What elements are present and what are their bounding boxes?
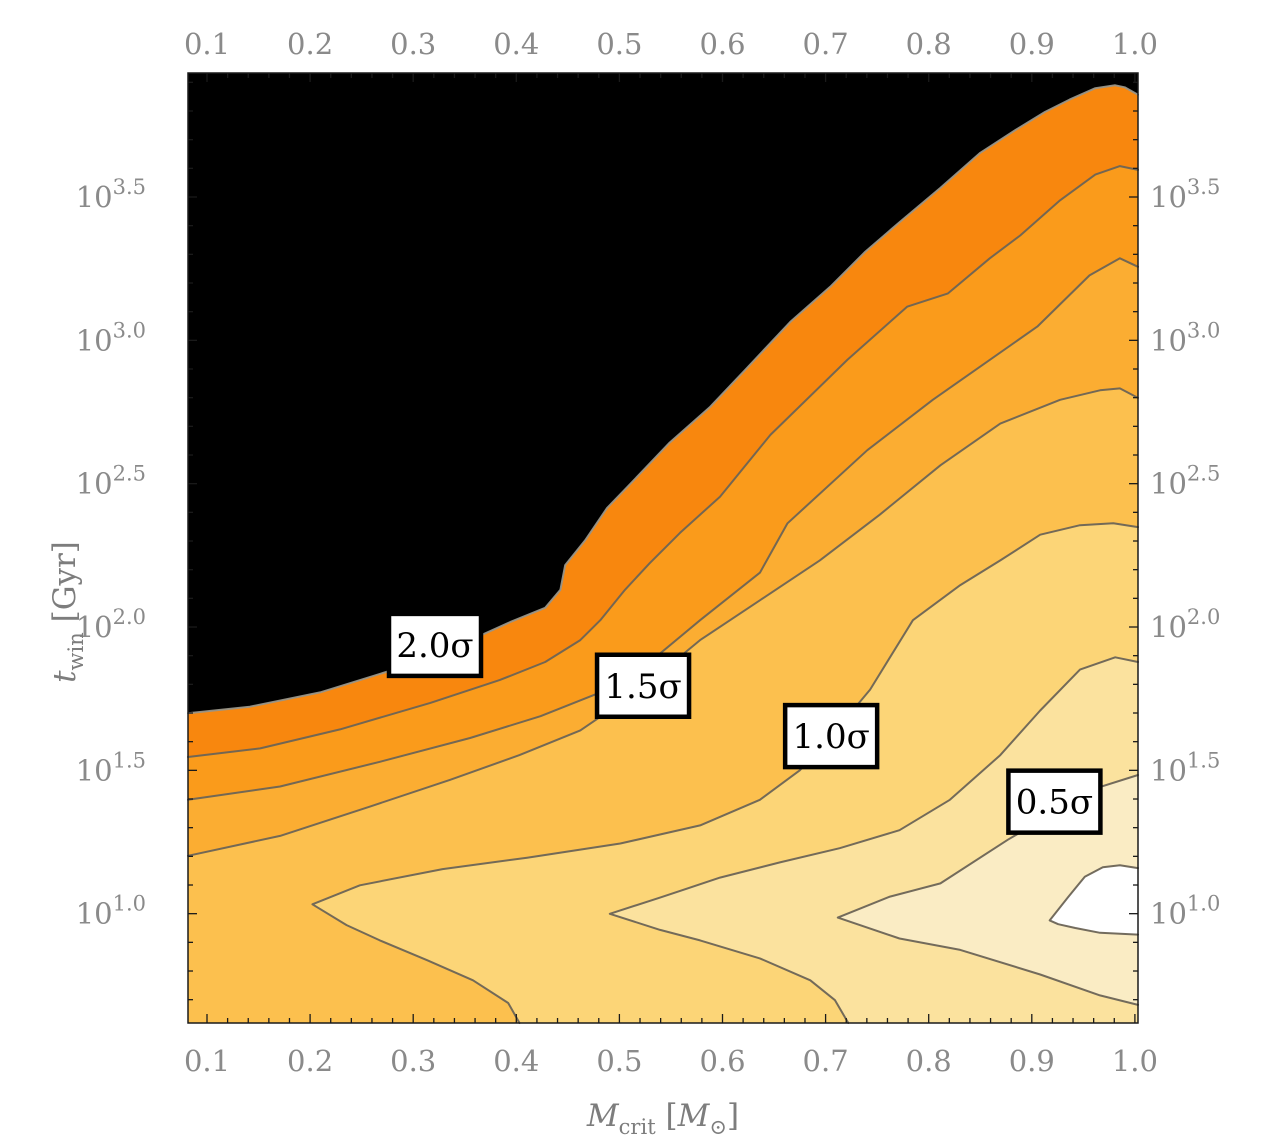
x-tick-label-bottom: 0.9 <box>1009 1044 1055 1078</box>
x-tick-label-top: 1.0 <box>1112 27 1158 61</box>
contour-label-1sigma: 1.0σ <box>782 702 880 770</box>
contour-line-1.75sigma <box>187 165 1139 758</box>
y-tick-label-right: 103.5 <box>1150 175 1220 214</box>
x-tick-label-bottom: 0.8 <box>906 1044 952 1078</box>
x-tick-label-top: 0.3 <box>390 27 436 61</box>
y-tick-label-right: 103.0 <box>1150 318 1220 357</box>
plot-frame <box>187 72 1139 1024</box>
contour-label-box <box>386 611 484 679</box>
x-tick-label-bottom: 0.5 <box>596 1044 642 1078</box>
contour-label-boxes: 2.0σ 1.5σ 1.0σ 0.5σ <box>386 611 1103 835</box>
contour-label-box <box>1006 768 1103 835</box>
y-tick-label-right: 102.0 <box>1150 605 1220 644</box>
x-axis-label: Mcrit [M⊙] <box>586 1098 739 1139</box>
axis-frame-group <box>187 72 1139 1024</box>
y-tick-label-left: 101.0 <box>76 892 146 931</box>
x-tick-label-top: 0.5 <box>596 27 642 61</box>
x-tick-label-top: 0.9 <box>1009 27 1055 61</box>
contour-label-box <box>594 652 692 719</box>
contour-line-1.5sigma <box>187 257 1139 801</box>
x-tick-label-bottom: 1.0 <box>1112 1044 1158 1078</box>
y-tick-label-left: 102.5 <box>76 462 146 501</box>
contour-label-0.5sigma: 0.5σ <box>1006 768 1103 835</box>
contour-line-1sigma <box>311 522 1139 1024</box>
x-tick-label-bottom: 0.2 <box>287 1044 333 1078</box>
x-tick-label-top: 0.6 <box>699 27 745 61</box>
x-tick-label-top: 0.2 <box>287 27 333 61</box>
x-tick-label-bottom: 0.3 <box>390 1044 436 1078</box>
contour-lines <box>187 84 1139 1024</box>
x-tick-label-bottom: 0.7 <box>803 1044 849 1078</box>
contour-label-text: 0.5σ <box>1016 783 1093 823</box>
x-tick-label-bottom: 0.1 <box>184 1044 230 1078</box>
axis-labels: Mcrit [M⊙] twin [Gyr] <box>47 541 739 1139</box>
y-tick-label-right: 101.0 <box>1150 892 1220 931</box>
tick-labels: 0.1 0.1 0.2 0.2 0.3 0.3 0.4 0.4 0.5 0.5 0.6 0.6 0.7 0… <box>76 27 1221 1078</box>
band-fill-0.25sigma <box>1049 865 1138 935</box>
contour-line-0.75sigma <box>608 656 1139 1024</box>
x-tick-label-top: 0.1 <box>184 27 230 61</box>
y-tick-label-left: 102.0 <box>76 605 146 644</box>
band-fill-2sigma <box>188 73 1138 714</box>
x-tick-label-top: 0.7 <box>803 27 849 61</box>
y-axis-label: twin [Gyr] <box>47 541 88 683</box>
y-tick-label-right: 101.5 <box>1150 748 1220 787</box>
x-tick-label-bottom: 0.6 <box>699 1044 745 1078</box>
contour-label-text: 1.0σ <box>793 717 870 757</box>
x-tick-label-bottom: 0.4 <box>493 1044 539 1078</box>
y-tick-label-left: 101.5 <box>76 748 146 787</box>
contour-label-box <box>782 702 880 770</box>
contour-bands <box>188 73 1138 1023</box>
y-tick-label-left: 103.0 <box>76 318 146 357</box>
contour-line-2sigma <box>187 84 1139 715</box>
x-tick-label-top: 0.4 <box>493 27 539 61</box>
contour-label-2sigma: 2.0σ <box>386 611 484 679</box>
contour-line-0.25sigma <box>1048 864 1139 936</box>
contour-label-1.5sigma: 1.5σ <box>594 652 692 719</box>
contour-line-1.25sigma <box>187 387 1139 857</box>
contour-label-text: 2.0σ <box>396 626 473 666</box>
y-tick-label-right: 102.5 <box>1150 462 1220 501</box>
x-tick-label-top: 0.8 <box>906 27 952 61</box>
contour-label-text: 1.5σ <box>604 667 681 707</box>
y-tick-label-left: 103.5 <box>76 175 146 214</box>
